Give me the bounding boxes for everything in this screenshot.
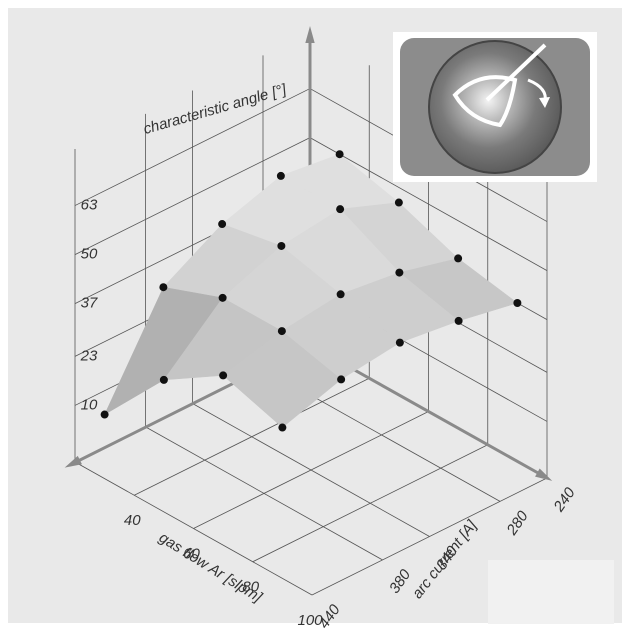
data-point xyxy=(218,220,226,228)
data-point xyxy=(277,242,285,250)
data-point xyxy=(396,339,404,347)
z-tick-label: 37 xyxy=(81,295,98,312)
data-point xyxy=(337,290,345,298)
data-point xyxy=(454,254,462,262)
data-point xyxy=(278,424,286,432)
z-tick-label: 10 xyxy=(81,396,98,413)
x-tick-label: 40 xyxy=(124,512,141,529)
data-point xyxy=(455,317,463,325)
z-tick-label: 63 xyxy=(81,197,98,214)
chart: 1023375063406080100440380340280240 chara… xyxy=(0,0,630,631)
data-point xyxy=(336,205,344,213)
data-point xyxy=(277,172,285,180)
data-point xyxy=(159,283,167,291)
data-point xyxy=(219,371,227,379)
data-point xyxy=(101,411,109,419)
data-point xyxy=(336,150,344,158)
data-point xyxy=(337,375,345,383)
data-point xyxy=(513,299,521,307)
corner-box xyxy=(488,560,614,624)
inset-photo xyxy=(393,32,597,182)
z-tick-label: 23 xyxy=(80,347,98,364)
data-point xyxy=(278,327,286,335)
data-point xyxy=(160,376,168,384)
z-tick-label: 50 xyxy=(81,246,98,263)
data-point xyxy=(395,269,403,277)
data-point xyxy=(395,199,403,207)
data-point xyxy=(219,294,227,302)
inset-disc xyxy=(429,41,561,173)
